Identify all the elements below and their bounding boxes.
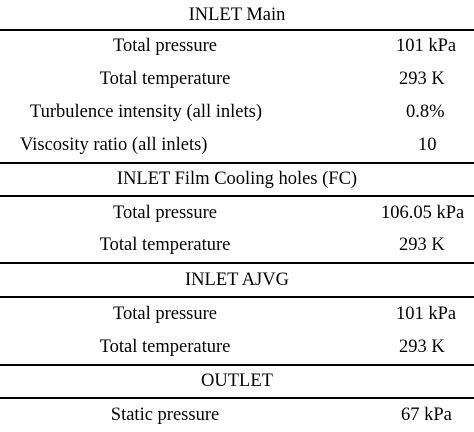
row-label: Viscosity ratio (all inlets) (20, 135, 208, 155)
row-value: 293 K (399, 69, 445, 89)
section-divider (0, 296, 474, 298)
row-label: Total pressure (112, 36, 218, 56)
row-label: Total pressure (112, 203, 218, 223)
section-divider (0, 262, 474, 264)
section-divider (0, 364, 474, 366)
row-label: Static pressure (110, 405, 220, 425)
row-value: 293 K (399, 337, 445, 357)
table-row: Total pressure 101 kPa (0, 30, 474, 63)
table-row: Viscosity ratio (all inlets) 10 (0, 129, 474, 162)
row-value: 10 (418, 135, 437, 155)
section-divider (0, 397, 474, 399)
table-row: Total temperature 293 K (0, 229, 474, 262)
section-divider (0, 29, 474, 31)
section-divider (0, 195, 474, 197)
row-value: 101 kPa (396, 304, 457, 324)
row-label: Total temperature (99, 69, 231, 89)
row-label: Total temperature (99, 235, 231, 255)
row-label: Turbulence intensity (all inlets) (29, 102, 262, 122)
table-row: Total pressure 106.05 kPa (0, 197, 474, 230)
row-label: Total temperature (99, 337, 231, 357)
table-row: Total pressure 101 kPa (0, 298, 474, 331)
table-row: Total temperature 293 K (0, 331, 474, 364)
table-row: Turbulence intensity (all inlets) 0.8% (0, 96, 474, 129)
section-header-inlet-film-cooling: INLET Film Cooling holes (FC) (116, 169, 358, 189)
section-divider (0, 162, 474, 164)
table-row: Total temperature 293 K (0, 63, 474, 96)
section-header-inlet-ajvg: INLET AJVG (185, 270, 289, 290)
row-value: 101 kPa (396, 36, 457, 56)
row-value: 67 kPa (401, 405, 452, 425)
row-value: 0.8% (406, 102, 445, 122)
table-row: Static pressure 67 kPa (0, 399, 474, 432)
row-value: 106.05 kPa (381, 203, 465, 223)
row-value: 293 K (399, 235, 445, 255)
row-label: Total pressure (112, 304, 218, 324)
section-header-outlet: OUTLET (201, 371, 273, 391)
section-header-inlet-main: INLET Main (188, 5, 286, 25)
